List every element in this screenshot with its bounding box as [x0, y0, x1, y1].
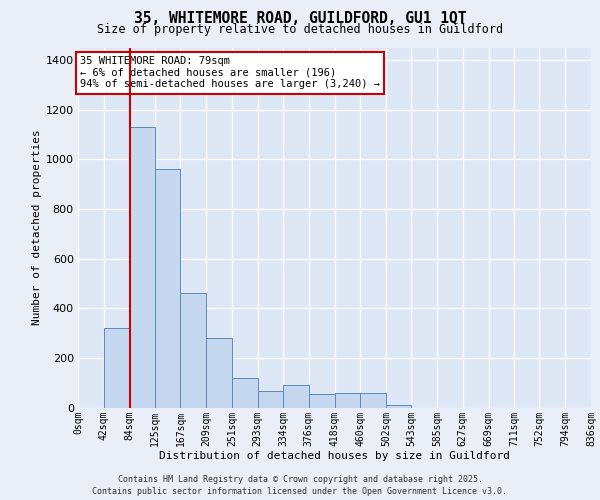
Bar — [104, 328, 130, 407]
Bar — [360, 392, 386, 407]
X-axis label: Distribution of detached houses by size in Guildford: Distribution of detached houses by size … — [159, 451, 510, 461]
Text: 35 WHITEMORE ROAD: 79sqm
← 6% of detached houses are smaller (196)
94% of semi-d: 35 WHITEMORE ROAD: 79sqm ← 6% of detache… — [80, 56, 380, 90]
Bar — [206, 338, 232, 407]
Text: Size of property relative to detached houses in Guildford: Size of property relative to detached ho… — [97, 22, 503, 36]
Text: Contains HM Land Registry data © Crown copyright and database right 2025.
Contai: Contains HM Land Registry data © Crown c… — [92, 475, 508, 496]
Text: 35, WHITEMORE ROAD, GUILDFORD, GU1 1QT: 35, WHITEMORE ROAD, GUILDFORD, GU1 1QT — [134, 11, 466, 26]
Bar — [181, 294, 206, 408]
Bar — [335, 392, 360, 407]
Bar — [309, 394, 335, 407]
Bar — [258, 392, 283, 407]
Bar — [130, 127, 155, 408]
Y-axis label: Number of detached properties: Number of detached properties — [32, 130, 41, 326]
Bar — [155, 169, 181, 408]
Bar — [283, 385, 309, 407]
Bar — [232, 378, 258, 408]
Bar — [386, 405, 411, 407]
